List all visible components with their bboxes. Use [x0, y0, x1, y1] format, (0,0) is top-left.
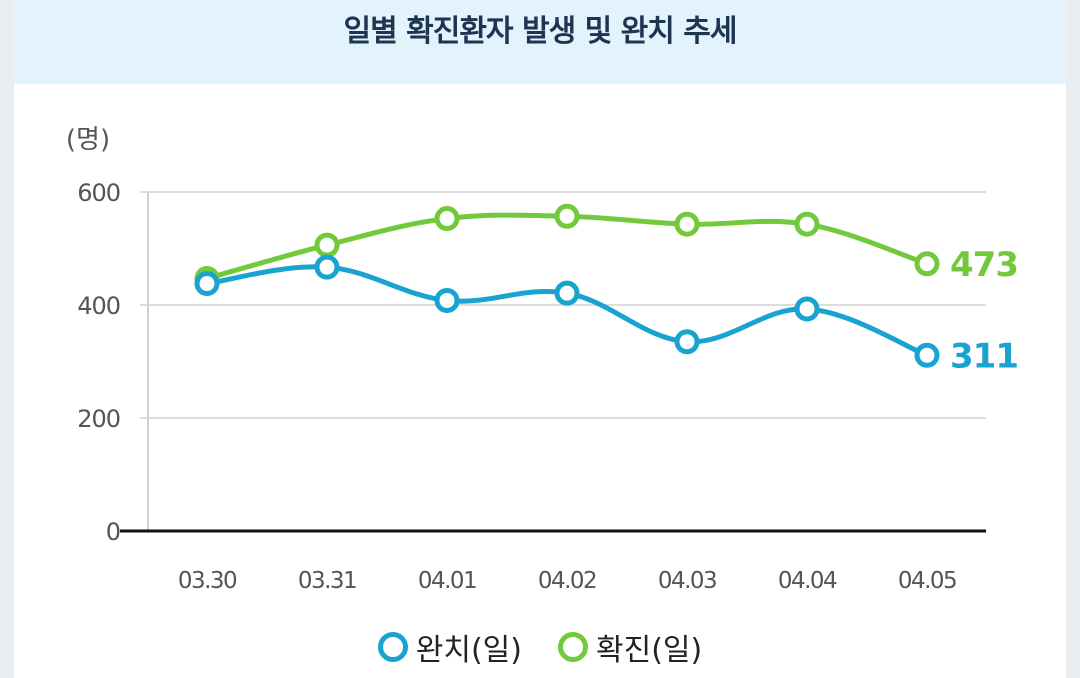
y-tick-label-200: 200: [77, 405, 120, 433]
x-tick-label-04.03: 04.03: [658, 568, 716, 594]
point-recovered-04.01: [434, 287, 460, 313]
y-tick-label-400: 400: [77, 292, 120, 320]
point-recovered-04.05: [914, 342, 940, 368]
point-confirmed-03.31: [314, 232, 340, 258]
y-tick-label-600: 600: [77, 179, 120, 207]
legend-label-recovered: 완치(일): [415, 633, 522, 668]
x-tick-label-03.31: 03.31: [298, 568, 356, 594]
legend-item-confirmed: 확진(일): [558, 625, 702, 669]
point-recovered-04.02: [554, 280, 580, 306]
point-confirmed-04.03: [674, 211, 700, 237]
end-label-confirmed: 473: [950, 245, 1018, 285]
legend-item-recovered: 완치(일): [377, 625, 522, 669]
chart-header: 일별 확진환자 발생 및 완치 추세: [14, 0, 1066, 84]
point-recovered-03.30: [194, 271, 220, 297]
legend-marker-recovered: [377, 632, 408, 662]
point-recovered-04.04: [794, 296, 820, 322]
point-confirmed-04.01: [434, 206, 460, 232]
x-tick-label-04.02: 04.02: [538, 568, 596, 594]
chart-title: 일별 확진환자 발생 및 완치 추세: [343, 14, 737, 49]
tick-labels: 0 200 400 600 03.30 03.31 04.01 04.02 04.03 04.04…: [77, 179, 1019, 594]
y-tick-label-0: 0: [106, 518, 120, 546]
chart-legend: 완치(일) 확진(일): [0, 622, 1080, 672]
end-label-recovered: 311: [950, 336, 1018, 376]
y-axis-unit-label: (명): [66, 125, 110, 155]
point-recovered-03.31: [314, 254, 340, 280]
x-tick-label-03.30: 03.30: [178, 568, 237, 594]
x-tick-label-04.05: 04.05: [898, 568, 956, 594]
data-points: [194, 203, 940, 368]
legend-marker-confirmed: [558, 632, 588, 662]
legend-label-confirmed: 확진(일): [596, 633, 703, 668]
axes: [120, 192, 986, 533]
point-recovered-04.03: [674, 329, 700, 355]
point-confirmed-04.04: [794, 211, 820, 237]
x-tick-label-04.01: 04.01: [418, 568, 476, 594]
point-confirmed-04.02: [554, 203, 580, 229]
grid-lines: [140, 191, 986, 419]
x-tick-label-04.04: 04.04: [778, 568, 837, 594]
point-confirmed-04.05: [914, 251, 940, 277]
